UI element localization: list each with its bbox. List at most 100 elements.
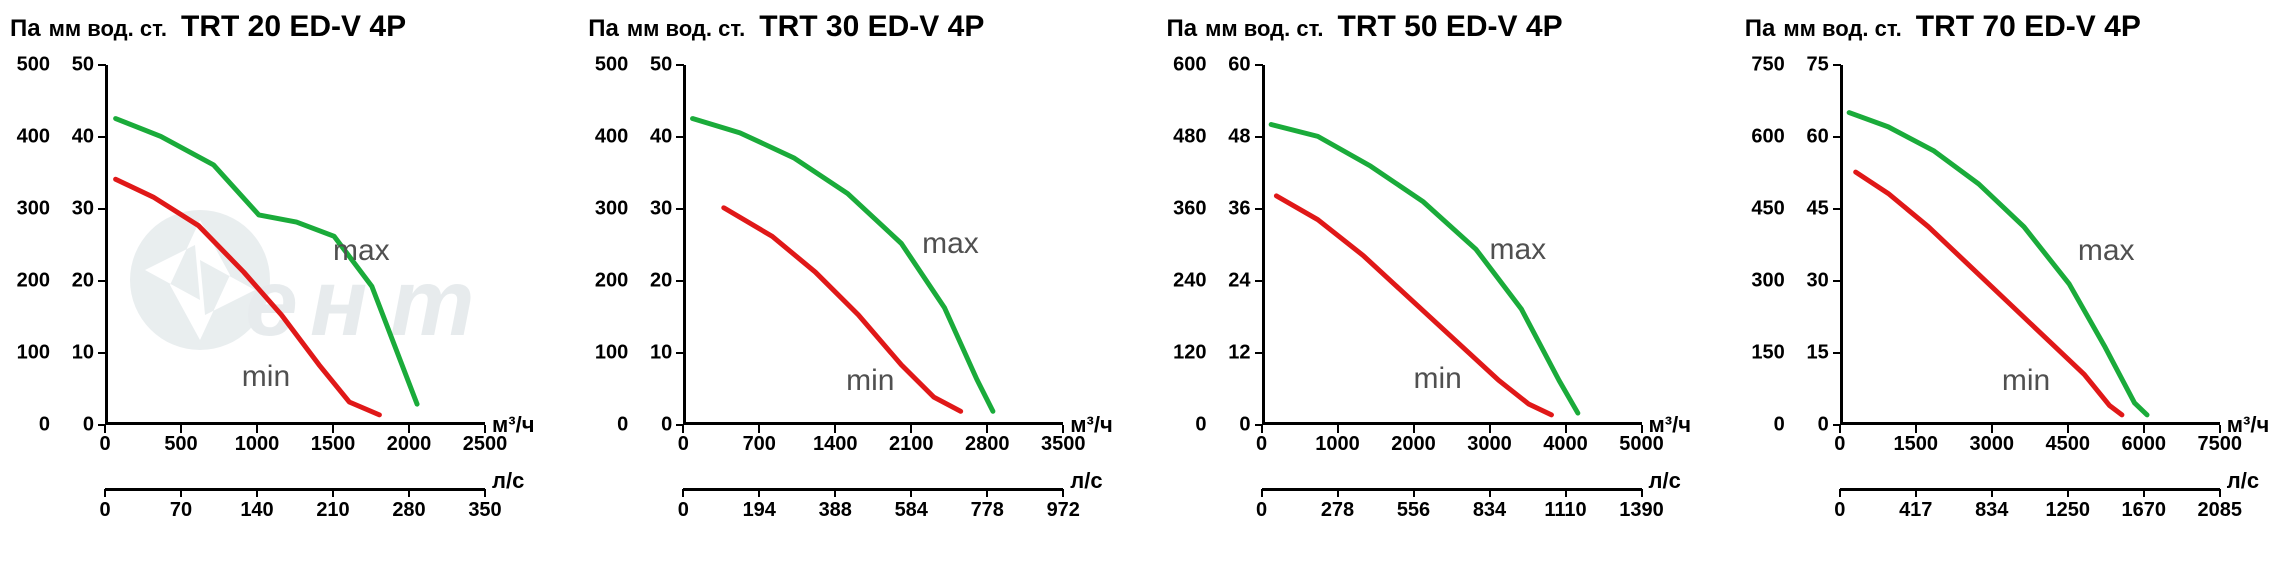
x2-tick-mark (484, 489, 486, 497)
x1-tick-mark (682, 425, 684, 433)
y2-tick-label: 10 (72, 342, 94, 365)
x2-tick-mark (256, 489, 258, 497)
x1-tick-mark (1839, 425, 1841, 433)
x2-tick-label: 972 (1047, 499, 1080, 522)
y2-tick-label: 24 (1228, 270, 1250, 293)
y2-tick-label: 30 (72, 198, 94, 221)
x1-tick-label: 0 (1256, 433, 1267, 456)
y-axis-ticks: 001001020020300304004050050 (588, 65, 678, 425)
x2-tick-label: 388 (819, 499, 852, 522)
y2-tick-label: 50 (650, 54, 672, 77)
curve-label-max: max (2078, 234, 2135, 268)
x2-tick-label: 2085 (2198, 499, 2243, 522)
x1-tick-mark (484, 425, 486, 433)
curve-label-max: max (922, 227, 979, 261)
x1-tick-label: 0 (99, 433, 110, 456)
y2-unit-label: мм вод. ст. (49, 16, 167, 42)
y1-tick-label: 100 (17, 342, 50, 365)
x1-tick-label: 2800 (965, 433, 1010, 456)
x2-tick-label: 278 (1321, 499, 1354, 522)
x1-tick-mark (1062, 425, 1064, 433)
chart-panel-1: Памм вод. ст.TRT 30 ED-V 4P 0010010200203… (588, 10, 1126, 570)
x1-tick-label: 1000 (1315, 433, 1360, 456)
x2-tick-label: 1670 (2122, 499, 2167, 522)
x1-tick-label: 6000 (2122, 433, 2167, 456)
chart-title: TRT 70 ED-V 4P (1916, 10, 2141, 44)
chart-title: TRT 20 ED-V 4P (181, 10, 406, 44)
x1-tick-mark (834, 425, 836, 433)
y1-tick-label: 360 (1173, 198, 1206, 221)
x1-unit-label: м³/ч (1649, 412, 1692, 438)
x1-tick-label: 0 (678, 433, 689, 456)
x1-tick-mark (256, 425, 258, 433)
x2-tick-mark (986, 489, 988, 497)
y1-tick-label: 300 (17, 198, 50, 221)
x2-tick-label: 280 (392, 499, 425, 522)
x2-tick-mark (1062, 489, 1064, 497)
x1-tick-mark (1489, 425, 1491, 433)
y2-tick-label: 10 (650, 342, 672, 365)
x1-tick-mark (104, 425, 106, 433)
plot-area (105, 65, 485, 425)
y2-tick-label: 0 (83, 414, 94, 437)
x2-tick-label: 0 (1834, 499, 1845, 522)
chart-header: Памм вод. ст.TRT 70 ED-V 4P (1745, 10, 2141, 44)
x2-tick-label: 0 (99, 499, 110, 522)
x-axis-secondary: 0417834125016702085 (1840, 488, 2220, 491)
x2-tick-label: 778 (971, 499, 1004, 522)
x2-tick-mark (682, 489, 684, 497)
y2-tick-label: 40 (650, 126, 672, 149)
y1-tick-label: 300 (1751, 270, 1784, 293)
x1-tick-mark (408, 425, 410, 433)
x-axis-secondary: 0194388584778972 (683, 488, 1063, 491)
y2-unit-label: мм вод. ст. (1205, 16, 1323, 42)
y1-tick-label: 480 (1173, 126, 1206, 149)
x1-tick-label: 1500 (1894, 433, 1939, 456)
x1-tick-mark (180, 425, 182, 433)
x2-tick-mark (1413, 489, 1415, 497)
y2-tick-label: 75 (1807, 54, 1829, 77)
curve-label-max: max (1490, 233, 1547, 267)
y1-tick-label: 450 (1751, 198, 1784, 221)
x1-tick-mark (1641, 425, 1643, 433)
y1-tick-label: 0 (617, 414, 628, 437)
x2-tick-label: 210 (316, 499, 349, 522)
x2-tick-mark (2067, 489, 2069, 497)
x2-tick-label: 1390 (1619, 499, 1664, 522)
y2-tick-label: 0 (661, 414, 672, 437)
y2-tick-label: 60 (1807, 126, 1829, 149)
x-axis-secondary: 070140210280350 (105, 488, 485, 491)
chart-panel-2: Памм вод. ст.TRT 50 ED-V 4P0012012240243… (1167, 10, 1705, 570)
x1-tick-label: 3000 (1970, 433, 2015, 456)
x2-tick-label: 70 (170, 499, 192, 522)
y1-tick-label: 300 (595, 198, 628, 221)
x1-tick-mark (986, 425, 988, 433)
x2-tick-mark (2219, 489, 2221, 497)
x1-tick-label: 2100 (889, 433, 934, 456)
x2-tick-mark (1261, 489, 1263, 497)
chart-header: Памм вод. ст.TRT 30 ED-V 4P (588, 10, 984, 44)
x2-tick-label: 0 (678, 499, 689, 522)
x1-tick-label: 4500 (2046, 433, 2091, 456)
y-axis-ticks: 001201224024360364804860060 (1167, 65, 1257, 425)
y2-tick-label: 30 (1807, 270, 1829, 293)
x1-tick-mark (1565, 425, 1567, 433)
x2-unit-label: л/с (1649, 468, 1681, 494)
y-axis-ticks: 001501530030450456006075075 (1745, 65, 1835, 425)
y2-tick-label: 15 (1807, 342, 1829, 365)
x1-tick-label: 700 (743, 433, 776, 456)
x2-unit-label: л/с (492, 468, 524, 494)
x2-tick-mark (104, 489, 106, 497)
x1-tick-mark (2219, 425, 2221, 433)
chart-title: TRT 50 ED-V 4P (1338, 10, 1563, 44)
x2-tick-mark (408, 489, 410, 497)
y2-tick-label: 0 (1818, 414, 1829, 437)
curve-label-max: max (333, 234, 390, 268)
x2-tick-mark (1641, 489, 1643, 497)
curve-max (693, 119, 993, 412)
x1-tick-mark (910, 425, 912, 433)
x2-tick-label: 584 (895, 499, 928, 522)
chart-panel-3: Памм вод. ст.TRT 70 ED-V 4P0015015300304… (1745, 10, 2283, 570)
x1-unit-label: м³/ч (2227, 412, 2270, 438)
x2-tick-label: 350 (468, 499, 501, 522)
